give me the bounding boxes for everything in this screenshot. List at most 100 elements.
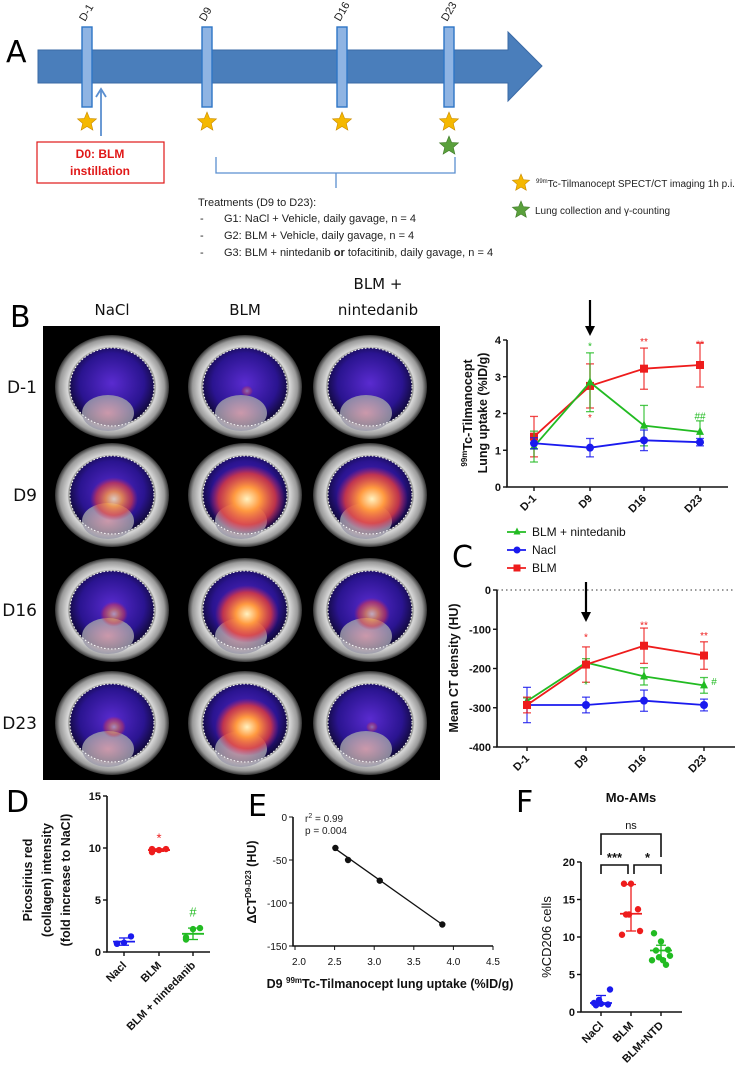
timepoint-label-d16: D16 bbox=[332, 0, 352, 23]
data-point bbox=[652, 947, 660, 954]
legend-collection-label: Lung collection and γ-counting bbox=[535, 206, 670, 217]
data-point bbox=[606, 986, 614, 993]
arrow-head-icon bbox=[581, 612, 591, 622]
panel-letter-c: C bbox=[452, 540, 473, 575]
tracer-uptake-hotspot bbox=[215, 585, 279, 643]
data-point bbox=[592, 1002, 600, 1009]
lung-contour bbox=[69, 683, 155, 763]
x-tick-label: BLM bbox=[611, 1020, 636, 1045]
data-point-square bbox=[640, 364, 648, 373]
column-header-blm-nint-2: nintedanib bbox=[338, 301, 418, 319]
legend-imaging-label: 99mTc-Tilmanocept SPECT/CT imaging 1h p.… bbox=[536, 179, 735, 190]
chart-e-r2: r2 = 0.99 bbox=[305, 813, 344, 825]
data-point bbox=[332, 844, 339, 852]
axis-lines bbox=[496, 590, 735, 748]
x-tick-label: D23 bbox=[682, 493, 705, 516]
data-point bbox=[196, 924, 204, 932]
data-point bbox=[666, 952, 674, 959]
chart-e-ylabel: ΔCTD9-D23 (HU) bbox=[244, 840, 259, 923]
series-line bbox=[526, 644, 705, 706]
significance-label: *** bbox=[607, 850, 623, 865]
x-tick-label: 4.0 bbox=[446, 957, 460, 968]
x-tick-label: D9 bbox=[577, 493, 595, 511]
y-tick-label: 5 bbox=[569, 970, 575, 982]
series-line bbox=[533, 439, 701, 449]
y-tick-label: 5 bbox=[95, 895, 101, 907]
significance-bracket bbox=[600, 833, 662, 857]
heart-region bbox=[215, 395, 267, 431]
data-point-circle bbox=[696, 438, 704, 447]
timepoint-marker-d16 bbox=[336, 26, 348, 108]
significance-label: ns bbox=[625, 820, 637, 832]
spect-ct-scan-d16-col2 bbox=[313, 558, 427, 662]
significance-marker: ** bbox=[700, 631, 708, 642]
significance-marker: * bbox=[588, 342, 592, 353]
tracer-uptake-hotspot bbox=[354, 597, 390, 631]
significance-marker: # bbox=[711, 677, 717, 688]
chart-b-lung-uptake: 99mTc-Tilmanocept Lung uptake (%ID/g) 0 1… bbox=[460, 300, 728, 515]
legend-label: Nacl bbox=[532, 543, 556, 557]
tracer-uptake-hotspot bbox=[366, 721, 378, 733]
data-point bbox=[625, 911, 633, 918]
panel-letter-a: A bbox=[6, 35, 27, 70]
chart-c-ct-density: C Mean CT density (HU) 0 -100 -200 -300 -400… bbox=[447, 540, 735, 775]
data-point-circle bbox=[640, 696, 648, 705]
data-point-circle bbox=[586, 443, 594, 452]
treatment-g2: G2: BLM + Vehicle, daily gavage, n = 4 bbox=[224, 230, 414, 242]
lung-contour bbox=[202, 347, 288, 427]
data-point bbox=[618, 931, 626, 938]
tracer-uptake-hotspot bbox=[100, 601, 128, 627]
data-point-square bbox=[513, 564, 521, 572]
x-tick-label: D-1 bbox=[511, 753, 532, 774]
chart-e-correlation: E ΔCTD9-D23 (HU) D9 99mTc-Tilmanocept lu… bbox=[244, 789, 513, 991]
data-point bbox=[113, 940, 121, 947]
y-tick-label: -50 bbox=[273, 856, 288, 867]
significance-marker: * bbox=[156, 831, 161, 846]
y-tick-label: 2 bbox=[495, 409, 501, 421]
series-nacl bbox=[530, 429, 704, 458]
significance-marker: * bbox=[584, 632, 588, 643]
data-point bbox=[650, 930, 658, 937]
lung-contour bbox=[327, 683, 413, 763]
chart-e-pvalue: p = 0.004 bbox=[305, 826, 347, 837]
chart-b-ylabel-1: 99mTc-Tilmanocept bbox=[460, 359, 475, 467]
y-tick-label: 0 bbox=[569, 1007, 575, 1019]
series-line bbox=[527, 699, 705, 706]
lung-contour bbox=[69, 455, 155, 535]
treatment-g1: G1: NaCl + Vehicle, daily gavage, n = 4 bbox=[224, 213, 416, 225]
series-line bbox=[526, 661, 705, 702]
chart-d-ylabel-1: Picosirius red bbox=[21, 839, 35, 922]
chart-e-xlabel: D9 99mTc-Tilmanocept lung uptake (%ID/g) bbox=[267, 976, 514, 991]
arrow-head-icon bbox=[585, 326, 595, 336]
lung-contour bbox=[202, 683, 288, 763]
treatment-g3: G3: BLM + nintedanib or tofacitinib, dai… bbox=[224, 247, 493, 259]
y-tick-label: -400 bbox=[469, 742, 491, 754]
timepoint-marker-d23 bbox=[443, 26, 455, 108]
panel-a-timeline: A D-1 D9 D16 D23 D0: BLM instillation Treat… bbox=[6, 0, 735, 259]
x-tick-label: D9 bbox=[573, 753, 591, 771]
data-point-square bbox=[696, 360, 704, 369]
x-tick-label: BLM bbox=[139, 960, 164, 985]
y-tick-label: -100 bbox=[469, 624, 491, 636]
instillation-box bbox=[36, 141, 165, 184]
data-point bbox=[659, 957, 667, 964]
panel-letter-d: D bbox=[6, 785, 29, 820]
treatment-bracket bbox=[215, 157, 456, 188]
panel-b-imaging: B NaCl BLM BLM + nintedanib D-1 D9 D16 D… bbox=[2, 275, 440, 780]
data-point bbox=[162, 845, 170, 853]
data-point-circle bbox=[513, 546, 521, 554]
data-point bbox=[664, 946, 672, 953]
row-label-d-1: D-1 bbox=[7, 378, 37, 398]
data-point bbox=[120, 939, 128, 946]
chart-b-ylabel-2: Lung uptake (%ID/g) bbox=[476, 353, 490, 474]
column-header-nacl: NaCl bbox=[94, 301, 129, 319]
data-point-triangle bbox=[640, 671, 648, 680]
heart-region bbox=[340, 731, 392, 767]
chart-f-title: Mo-AMs bbox=[606, 790, 657, 805]
y-tick-label: 3 bbox=[495, 372, 501, 384]
y-tick-label: 0 bbox=[95, 947, 101, 959]
timepoint-label-d9: D9 bbox=[197, 5, 214, 23]
heart-region bbox=[82, 618, 134, 654]
heart-region bbox=[82, 395, 134, 431]
